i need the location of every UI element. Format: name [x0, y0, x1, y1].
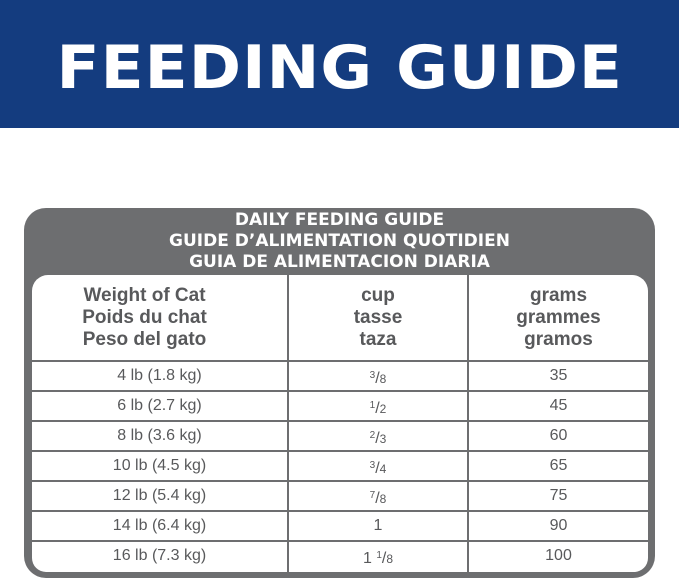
table-row: 4 lb (1.8 kg) 3/8 35 — [32, 360, 648, 390]
table-row: 12 lb (5.4 kg) 7/8 75 — [32, 480, 648, 510]
cup-cell: 1/2 — [369, 400, 387, 417]
cup-cell: 7/8 — [369, 490, 387, 507]
table-row: 14 lb (6.4 kg) 1 90 — [32, 510, 648, 540]
cup-denominator: 3 — [379, 432, 387, 446]
cup-cell: 2/3 — [369, 430, 387, 447]
header-label: grams — [529, 284, 588, 306]
grams-cell: 45 — [549, 397, 568, 414]
header-weight: Weight of Cat Poids du chat Peso del gat… — [32, 275, 287, 360]
weight-cell: 8 lb (3.6 kg) — [117, 427, 202, 444]
table-title-fr: GUIDE D’ALIMENTATION QUOTIDIEN — [169, 231, 510, 251]
cup-denominator: 8 — [379, 372, 387, 386]
table-row: 6 lb (2.7 kg) 1/2 45 — [32, 390, 648, 420]
table-row: 10 lb (4.5 kg) 3/4 65 — [32, 450, 648, 480]
cup-numerator: 3 — [369, 460, 376, 471]
cup-cell: 3/8 — [369, 370, 387, 387]
cup-denominator: 2 — [379, 402, 387, 416]
table-title-en: DAILY FEEDING GUIDE — [234, 210, 445, 230]
cup-cell: 1 — [289, 512, 467, 540]
page-title: FEEDING GUIDE — [56, 33, 623, 103]
weight-cell: 4 lb (1.8 kg) — [117, 367, 202, 384]
table-body: Weight of Cat Poids du chat Peso del gat… — [32, 275, 648, 572]
cup-denominator: 4 — [379, 462, 387, 476]
column-divider — [467, 275, 469, 572]
cup-numerator: 3 — [369, 370, 376, 381]
cup-cell: 3/4 — [369, 460, 387, 477]
header-label: grammes — [516, 306, 601, 328]
header-cup: cup tasse taza — [289, 275, 467, 360]
cup-numerator: 1 — [369, 400, 376, 411]
header-label: Peso del gato — [82, 328, 207, 350]
cup-whole: 1 — [373, 517, 383, 534]
header-label: cup — [361, 284, 395, 306]
cup-whole: 1 — [362, 550, 372, 567]
header-label: taza — [359, 328, 397, 350]
cup-denominator: 8 — [386, 552, 394, 566]
cup-numerator: 1 — [376, 550, 382, 561]
grams-cell: 35 — [549, 367, 568, 384]
grams-cell: 100 — [545, 547, 572, 564]
cup-denominator: 8 — [379, 492, 387, 506]
grams-cell: 60 — [549, 427, 568, 444]
table-row: 16 lb (7.3 kg) 1 1/8 100 — [32, 540, 648, 570]
grams-cell: 90 — [549, 517, 568, 534]
cup-cell: 1 1/8 — [362, 550, 394, 567]
header-grams: grams grammes gramos — [469, 275, 648, 360]
grams-cell: 75 — [549, 487, 568, 504]
header-label: tasse — [353, 306, 403, 328]
grams-cell: 65 — [549, 457, 568, 474]
table-row: 8 lb (3.6 kg) 2/3 60 — [32, 420, 648, 450]
weight-cell: 16 lb (7.3 kg) — [112, 547, 207, 564]
table-title: DAILY FEEDING GUIDE GUIDE D’ALIMENTATION… — [24, 210, 655, 273]
column-divider — [287, 275, 289, 572]
header-label: gramos — [524, 328, 593, 350]
weight-cell: 14 lb (6.4 kg) — [112, 517, 207, 534]
header-label: Weight of Cat — [83, 284, 206, 306]
header-label: Poids du chat — [82, 306, 207, 328]
weight-cell: 12 lb (5.4 kg) — [112, 487, 207, 504]
cup-numerator: 7 — [369, 490, 376, 501]
feeding-table: DAILY FEEDING GUIDE GUIDE D’ALIMENTATION… — [24, 208, 655, 578]
weight-cell: 10 lb (4.5 kg) — [112, 457, 207, 474]
header-banner: FEEDING GUIDE — [0, 0, 679, 128]
table-title-es: GUIA DE ALIMENTACION DIARIA — [189, 252, 490, 272]
weight-cell: 6 lb (2.7 kg) — [117, 397, 202, 414]
cup-numerator: 2 — [369, 430, 376, 441]
